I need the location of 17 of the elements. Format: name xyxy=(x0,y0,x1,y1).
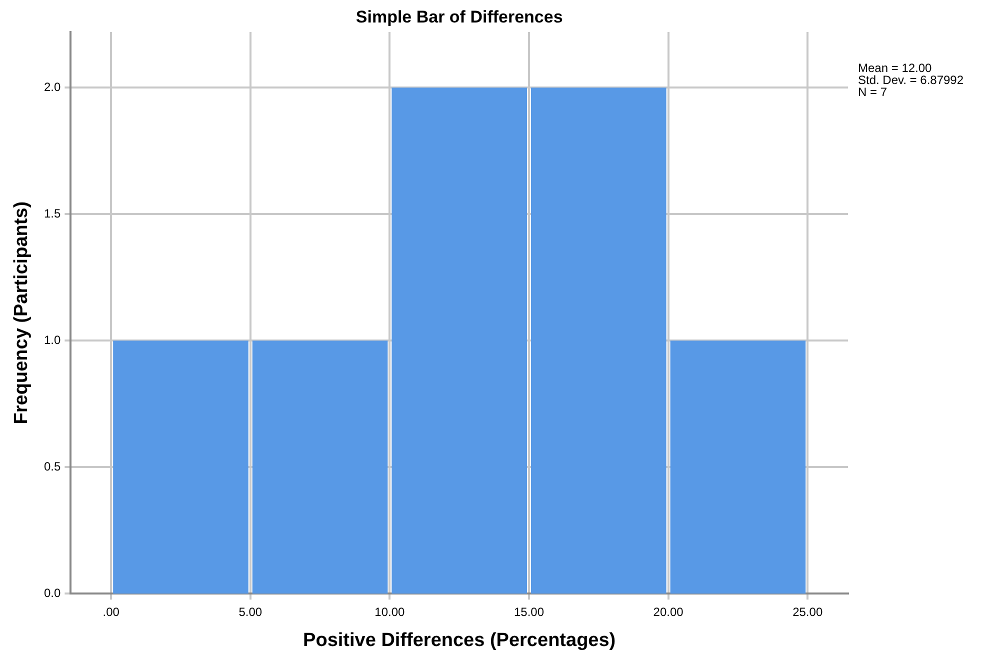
chart-title: Simple Bar of Differences xyxy=(356,8,563,27)
x-tick-label: .00 xyxy=(102,605,120,620)
x-tick-label: 15.00 xyxy=(514,605,544,620)
y-tick-label: 2.0 xyxy=(44,80,61,94)
y-tick-label: 0.5 xyxy=(44,459,61,474)
x-tick-label: 5.00 xyxy=(238,605,262,620)
y-axis-title: Frequency (Participants) xyxy=(11,201,32,424)
x-axis-title: Positive Differences (Percentages) xyxy=(303,630,616,652)
y-tick-label: 0.0 xyxy=(44,586,61,600)
x-tick-label: 25.00 xyxy=(792,605,823,620)
text: N = 7 xyxy=(858,85,888,99)
text: Mean = 12.00 xyxy=(858,61,933,75)
y-tick-label: 1.0 xyxy=(44,332,61,347)
y-tick-label: 1.5 xyxy=(44,206,61,220)
x-tick-label: 10.00 xyxy=(374,605,406,620)
x-tick-label: 20.00 xyxy=(653,605,684,620)
text: Std. Dev. = 6.87992 xyxy=(858,73,964,87)
